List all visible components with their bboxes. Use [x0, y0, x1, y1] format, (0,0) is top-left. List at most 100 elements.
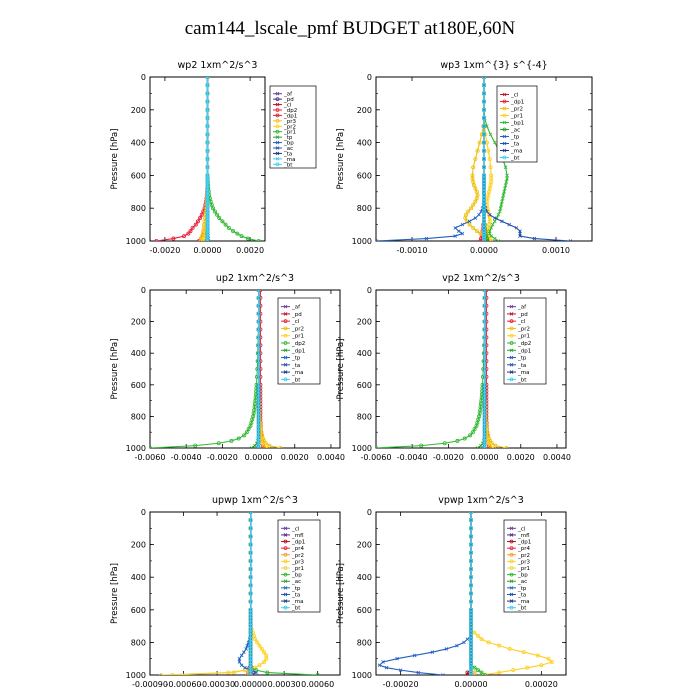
- y-tick-label: 1000: [352, 671, 372, 680]
- series-marker_pr3: [259, 646, 264, 651]
- legend-marker: [283, 319, 288, 324]
- legend-marker: [283, 348, 288, 353]
- legend-marker: [509, 363, 514, 367]
- legend-label: _ta: [291, 592, 300, 598]
- series-marker_dp2: [190, 225, 195, 230]
- series-marker_tp: [465, 637, 470, 641]
- series-line_pr1: [161, 512, 252, 675]
- y-axis-label: Pressure [hPa]: [110, 129, 120, 190]
- series-marker_bt: [256, 295, 261, 300]
- series-marker_tp: [416, 670, 421, 675]
- legend-marker: [509, 312, 514, 316]
- series-marker_bp1: [499, 203, 504, 207]
- series-marker_bp1: [501, 193, 506, 197]
- legend-label: _bt: [283, 162, 293, 168]
- legend-label: _ma: [517, 599, 529, 605]
- series-marker_bt: [205, 83, 210, 88]
- series-marker_bp1: [503, 183, 508, 188]
- series-marker_pr2: [471, 165, 476, 170]
- legend-marker: [509, 605, 514, 610]
- series-marker_pr1: [486, 441, 491, 446]
- series-marker_bt: [481, 234, 486, 239]
- legend-marker: [509, 579, 514, 584]
- series-marker_tp: [467, 219, 472, 224]
- legend-label: _ma: [517, 370, 529, 376]
- series-marker_bp1: [500, 199, 504, 204]
- series-marker_dp2: [195, 219, 200, 224]
- series-marker_tp: [462, 640, 466, 645]
- legend-marker: [275, 162, 280, 167]
- legend-label: _pr2: [517, 326, 530, 332]
- series-marker_pr2: [471, 202, 476, 207]
- series-marker_dp2: [462, 436, 467, 441]
- series-marker_bt: [205, 77, 210, 79]
- series-marker_bt: [482, 446, 487, 448]
- series-marker_bt: [248, 512, 253, 514]
- series-marker_tp: [455, 643, 459, 648]
- series-marker_bt: [248, 558, 253, 563]
- legend: _cl_dp1_pr2_pr1_bp1_ac_tp_ta_ma_bt: [496, 85, 538, 163]
- chart-title: vpwp 1xm^2/s^3: [438, 495, 524, 506]
- series-group: [376, 290, 509, 448]
- legend: _af_pd_cl_pr2 _pr1_dp2_dp1 _tp_ta_ma_bt: [503, 297, 547, 385]
- series-line_pr2: [464, 77, 492, 241]
- legend-marker: [509, 572, 514, 577]
- y-tick-label: 600: [131, 606, 146, 615]
- y-tick-label: 600: [357, 171, 372, 180]
- legend-label: _ma: [283, 157, 295, 163]
- series-marker_bt: [481, 83, 486, 88]
- series-marker_tp: [237, 656, 242, 661]
- legend-marker: [283, 312, 288, 316]
- legend-marker: [502, 106, 507, 111]
- series-marker_bt: [256, 359, 261, 364]
- series-marker_bt: [468, 583, 473, 588]
- series-marker_bt: [482, 382, 487, 387]
- legend-marker: [502, 113, 507, 118]
- series-marker_bt: [468, 542, 473, 547]
- legend-label: _pr2: [510, 107, 523, 113]
- series-marker_bt: [205, 148, 210, 153]
- legend-marker: [509, 341, 514, 345]
- series-marker_dp2: [216, 441, 221, 446]
- legend-marker: [275, 113, 280, 118]
- series-marker_cl: [258, 290, 263, 292]
- y-axis-label: Pressure [hPa]: [336, 129, 346, 190]
- series-marker_cl: [262, 446, 266, 448]
- series-marker_bt: [481, 107, 486, 112]
- series-marker_tp: [444, 647, 449, 651]
- legend-marker: [283, 605, 288, 610]
- series-marker_pr2: [473, 186, 478, 191]
- series-marker_bt: [482, 441, 487, 446]
- legend-marker: [502, 127, 507, 132]
- series-marker_bt: [468, 534, 473, 539]
- series-marker_bt: [205, 165, 210, 170]
- series-marker_pr2: [474, 189, 479, 194]
- legend-marker: [502, 134, 507, 139]
- x-tick-label: 0.0000: [245, 453, 273, 462]
- x-tick-label: 0.0040: [543, 453, 571, 462]
- series-marker_dp2: [201, 209, 206, 214]
- series-marker_bt: [482, 239, 486, 241]
- series-marker_bt: [248, 599, 253, 604]
- series-marker_tp: [473, 216, 478, 220]
- legend-marker: [509, 533, 514, 537]
- series-marker_pr1: [256, 239, 261, 241]
- x-tick-label: 0.0010: [542, 246, 570, 255]
- legend-marker: [502, 155, 507, 160]
- series-marker_bt: [482, 77, 486, 79]
- series-marker_pr1: [235, 231, 240, 236]
- legend-label: _pr3: [517, 559, 531, 565]
- y-tick-label: 800: [357, 638, 372, 647]
- series-marker_bt: [256, 366, 261, 371]
- series-marker_pr3: [507, 646, 512, 651]
- series-marker_pr2: [467, 222, 472, 227]
- series-marker_pr1: [488, 165, 493, 170]
- series-marker_bp1: [505, 176, 509, 181]
- series-marker_pr2: [471, 225, 476, 230]
- series-marker_bt: [481, 99, 486, 104]
- series-marker_bt: [256, 335, 261, 340]
- legend-label: _pr1: [517, 334, 530, 340]
- series-marker_tp: [243, 665, 247, 670]
- legend-marker: [275, 140, 280, 145]
- series-marker_dp2: [229, 438, 234, 443]
